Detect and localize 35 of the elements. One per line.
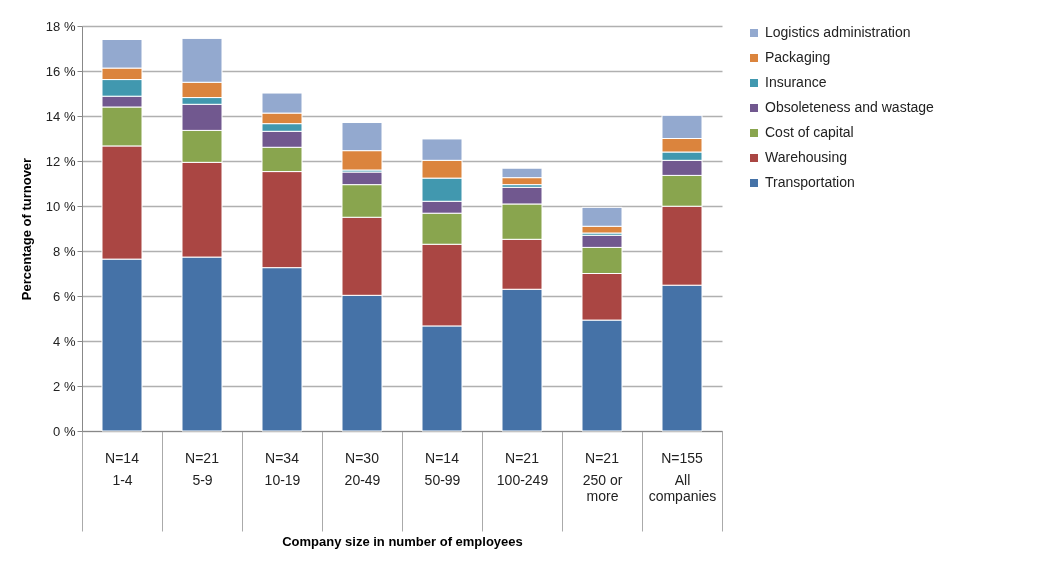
y-tick-label: 0 % (53, 423, 76, 439)
legend-label: Logistics administration (765, 24, 911, 40)
text: N=14 (425, 450, 460, 466)
x-tick-label: 20-49 (344, 471, 381, 488)
y-tick-label: 14 % (45, 108, 76, 124)
y-tick-label: 16 % (45, 63, 76, 79)
legend-label: Warehousing (765, 149, 847, 165)
y-tick-label: 4 % (53, 333, 76, 349)
x-tick-label: All companies (648, 471, 717, 504)
x-tick-label: 100-249 (496, 471, 549, 488)
legend-label: Insurance (765, 74, 827, 90)
text: N=21 (505, 450, 540, 466)
legend-label: Transportation (765, 174, 855, 190)
y-tick-label: 10 % (45, 198, 76, 214)
x-axis-title: Company size in number of employees (282, 534, 523, 549)
text: N=30 (345, 450, 380, 466)
text: N=155 (661, 450, 704, 466)
x-tick-label: 1-4 (112, 471, 133, 488)
text: N=34 (265, 450, 300, 466)
legend-label: Packaging (765, 49, 831, 65)
y-tick-label: 8 % (53, 243, 76, 259)
y-tick-label: 6 % (53, 288, 76, 304)
y-tick-label: 12 % (45, 153, 76, 169)
text: N=14 (105, 450, 140, 466)
text: N=21 (185, 450, 220, 466)
x-tick-label: 50-99 (424, 471, 461, 488)
x-tick-label: 10-19 (264, 471, 301, 488)
y-axis-title: Percentage of turnover (18, 157, 34, 301)
legend-label: Obsoleteness and wastage (765, 99, 935, 115)
legend-label: Cost of capital (765, 124, 854, 140)
x-tick-label: 5-9 (192, 471, 213, 488)
x-tick-label: 250 or more (582, 471, 623, 504)
text: N=21 (585, 450, 620, 466)
y-tick-label: 18 % (45, 18, 76, 34)
y-tick-label: 2 % (53, 378, 76, 394)
